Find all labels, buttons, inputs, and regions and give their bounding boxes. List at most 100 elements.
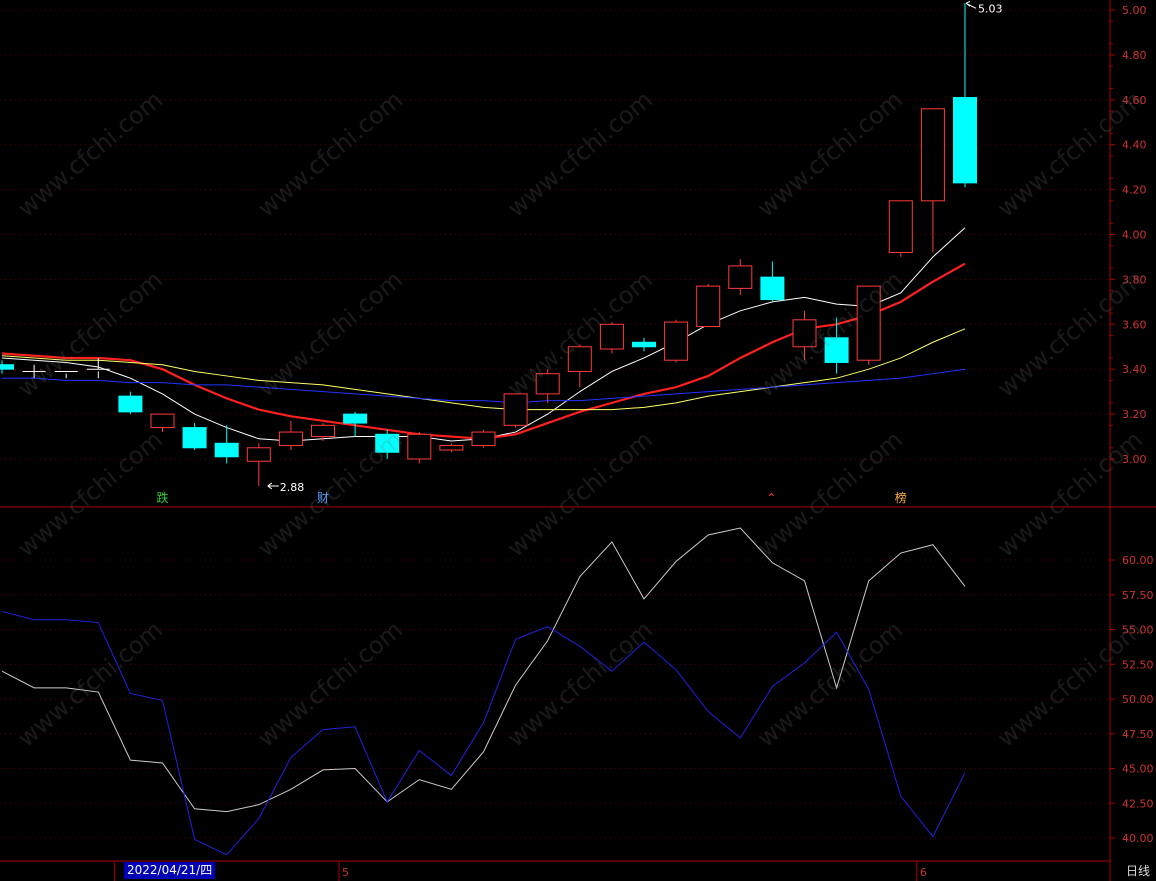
candle-body	[246, 447, 271, 462]
candle[interactable]	[22, 364, 46, 379]
indicator-tick-label: 40.00	[1122, 832, 1154, 845]
candle[interactable]	[150, 413, 175, 433]
candle-body	[856, 285, 881, 361]
candle[interactable]	[246, 443, 271, 486]
indicator-line-indicator_b	[1, 610, 966, 856]
candle[interactable]	[888, 200, 913, 257]
month-label-may: 5	[342, 866, 349, 879]
candle[interactable]	[567, 344, 592, 388]
candle[interactable]	[535, 369, 560, 403]
candle[interactable]	[311, 423, 335, 442]
candle[interactable]	[214, 425, 239, 464]
candle[interactable]	[439, 443, 464, 453]
candle-body	[888, 200, 913, 253]
candle-body	[375, 433, 400, 453]
ma-line-ma_mid	[1, 262, 966, 440]
candle-body	[696, 285, 721, 328]
price-tick-label: 4.80	[1122, 49, 1147, 62]
candle[interactable]	[182, 423, 207, 451]
candle[interactable]	[824, 317, 849, 374]
price-tick-label: 4.20	[1122, 184, 1147, 197]
candle-body	[503, 393, 528, 426]
candle[interactable]	[86, 357, 110, 379]
candle-body	[0, 364, 14, 370]
candle[interactable]	[920, 108, 945, 253]
price-tick-label: 4.40	[1122, 139, 1147, 152]
candle-body	[182, 427, 207, 449]
candle[interactable]	[792, 310, 817, 361]
price-tick-label: 3.00	[1122, 453, 1147, 466]
moving-average-lines	[1, 227, 966, 442]
high-arrow-icon	[965, 0, 977, 9]
candle-body	[599, 323, 624, 350]
candlestick-series[interactable]	[0, 3, 977, 486]
indicator-tick-label: 45.00	[1122, 763, 1154, 776]
indicator-lines	[1, 527, 966, 856]
indicator-tick-label: 55.00	[1122, 624, 1154, 637]
cursor-date-label: 2022/04/21/四	[124, 862, 216, 879]
month-ticks	[113, 861, 918, 881]
indicator-line-indicator_a	[1, 527, 966, 813]
ma-line-ma_long	[2, 368, 966, 404]
candle-body	[567, 346, 592, 372]
indicator-axis: 40.00 42.50 45.00 47.50 50.00 52.50 55.00 57.50…	[1110, 554, 1154, 845]
candle[interactable]	[856, 285, 881, 365]
period-selector[interactable]: 日线	[1125, 864, 1150, 878]
candle-body	[407, 433, 432, 460]
candle[interactable]	[471, 429, 496, 448]
price-annotations: 5.03 2.88	[267, 0, 1003, 494]
event-marker[interactable]: 财	[317, 491, 330, 505]
candle[interactable]	[0, 360, 14, 374]
price-tick-label: 5.00	[1122, 4, 1147, 17]
candle-body	[343, 413, 368, 424]
candle-body	[471, 431, 496, 447]
month-label-june: 6	[920, 866, 927, 879]
price-tick-label: 3.40	[1122, 363, 1147, 376]
candle-body	[728, 265, 753, 289]
candle-body	[760, 276, 785, 301]
indicator-tick-label: 50.00	[1122, 693, 1154, 706]
candle-body	[920, 108, 945, 202]
candle[interactable]	[953, 3, 977, 188]
candle[interactable]	[599, 322, 624, 354]
price-tick-label: 4.00	[1122, 229, 1147, 242]
candle-body	[664, 321, 689, 361]
high-price-label: 5.03	[978, 2, 1003, 15]
indicator-tick-label: 60.00	[1122, 554, 1154, 567]
candle[interactable]	[632, 337, 656, 352]
price-tick-label: 3.80	[1122, 273, 1147, 286]
candle[interactable]	[54, 370, 78, 379]
price-tick-label: 3.20	[1122, 408, 1147, 421]
candle[interactable]	[728, 259, 753, 296]
candle-body	[150, 413, 175, 429]
event-marker[interactable]: 跌	[156, 491, 169, 505]
candle-body	[311, 424, 335, 438]
candle-body	[118, 395, 143, 413]
price-tick-label: 4.60	[1122, 94, 1147, 107]
price-tick-label: 3.60	[1122, 318, 1147, 331]
ma-line-ma_slow	[1, 328, 966, 411]
candle[interactable]	[664, 319, 689, 363]
candle[interactable]	[375, 429, 400, 459]
price-axis: 3.00 3.20 3.40 3.60 3.80 4.00 4.20 4.40 4.60 4.80…	[1110, 4, 1147, 466]
candle-body	[535, 373, 560, 395]
low-arrow-icon	[267, 482, 279, 490]
candle[interactable]	[118, 391, 143, 415]
candle[interactable]	[503, 393, 528, 428]
candle[interactable]	[278, 420, 303, 451]
ma-line-ma_fast	[1, 227, 966, 442]
event-marker[interactable]: ⌃	[766, 491, 777, 505]
candle-body	[278, 431, 303, 447]
indicator-tick-label: 52.50	[1122, 658, 1154, 671]
candle-body	[632, 341, 656, 348]
low-price-label: 2.88	[280, 481, 305, 494]
event-marker[interactable]: 榜	[894, 491, 907, 505]
candle[interactable]	[696, 283, 721, 328]
candle[interactable]	[407, 432, 432, 464]
candle-body	[824, 337, 849, 363]
candle[interactable]	[760, 261, 785, 302]
indicator-tick-label: 42.50	[1122, 797, 1154, 810]
indicator-tick-label: 47.50	[1122, 728, 1154, 741]
candle[interactable]	[343, 411, 368, 437]
